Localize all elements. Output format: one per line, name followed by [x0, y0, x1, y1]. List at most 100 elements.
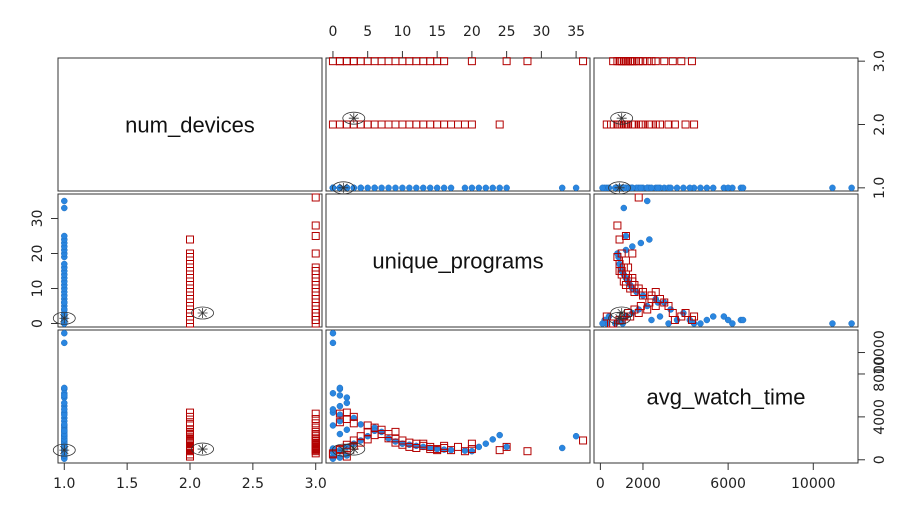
- y-tick-label: 20: [30, 245, 46, 263]
- y-tick-label: 3.0: [872, 50, 888, 72]
- data-point: [703, 184, 711, 192]
- data-point: [724, 184, 732, 192]
- data-point: [646, 236, 653, 243]
- data-point: [329, 339, 337, 347]
- data-point: [502, 442, 511, 451]
- data-point: [651, 57, 660, 66]
- data-point: [502, 57, 511, 66]
- panel-avg_watch_time-vs-unique_programs: [325, 329, 591, 464]
- data-point: [363, 427, 372, 436]
- data-point: [329, 422, 337, 429]
- group-center-marker: [614, 313, 625, 324]
- data-point: [687, 316, 696, 324]
- data-point: [311, 319, 320, 328]
- data-point: [349, 57, 358, 66]
- data-point: [391, 57, 400, 66]
- data-point: [186, 235, 194, 244]
- data-point: [638, 291, 647, 300]
- variable-label-unique_programs: unique_programs: [372, 249, 543, 274]
- data-point: [648, 184, 655, 192]
- data-point: [558, 444, 566, 452]
- data-point: [357, 184, 364, 192]
- data-point: [665, 320, 672, 327]
- data-point: [523, 447, 532, 456]
- data-point: [609, 319, 618, 328]
- panel-frame: [325, 193, 591, 328]
- data-point: [602, 312, 611, 321]
- data-point: [687, 57, 696, 66]
- x-tick-label: 35: [567, 24, 585, 40]
- x-tick-label: 2.0: [179, 476, 201, 492]
- data-point: [61, 197, 68, 205]
- data-point: [447, 184, 455, 192]
- panel-num_devices-vs-avg_watch_time: [593, 57, 859, 195]
- data-point: [628, 274, 637, 282]
- group-center-marker: [59, 445, 70, 456]
- data-point: [729, 320, 736, 327]
- data-point: [647, 295, 656, 303]
- data-point: [739, 316, 747, 324]
- x-tick-label: 30: [532, 24, 550, 40]
- group-center-marker: [348, 444, 359, 455]
- data-point: [385, 184, 392, 192]
- data-point: [186, 446, 194, 455]
- panel-frame: [325, 329, 591, 464]
- data-point: [620, 204, 628, 212]
- data-point: [656, 120, 664, 129]
- data-point: [440, 441, 449, 450]
- data-point: [311, 415, 320, 424]
- group-ellipse: [191, 306, 214, 320]
- x-tick-label: 1.0: [53, 476, 75, 492]
- data-point: [703, 316, 711, 324]
- data-point: [629, 184, 636, 192]
- x-tick-label: 6000: [710, 476, 746, 492]
- data-point: [311, 193, 320, 202]
- data-point: [628, 57, 637, 66]
- data-point: [311, 409, 320, 418]
- y-tick-label: 2.0: [872, 113, 888, 135]
- group-center-marker: [59, 313, 70, 324]
- data-point: [454, 120, 462, 129]
- data-point: [328, 120, 337, 129]
- data-point: [186, 302, 194, 310]
- data-point: [61, 384, 68, 392]
- panel-num_devices-vs-num_devices: num_devices: [57, 57, 323, 192]
- data-point: [419, 120, 428, 129]
- data-point: [440, 120, 449, 129]
- data-point: [311, 263, 320, 272]
- data-point: [61, 204, 68, 212]
- data-point: [624, 263, 633, 272]
- data-point: [426, 57, 435, 66]
- data-point: [599, 184, 606, 192]
- variable-label-num_devices: num_devices: [125, 113, 255, 138]
- data-point: [356, 120, 365, 129]
- group-center-marker: [348, 113, 359, 124]
- group-ellipse: [610, 306, 634, 320]
- panel-avg_watch_time-vs-num_devices: [52, 329, 323, 464]
- data-point: [186, 249, 194, 258]
- data-point: [440, 184, 448, 192]
- group-center-marker: [338, 182, 349, 193]
- data-point: [186, 288, 194, 296]
- data-point: [186, 412, 194, 421]
- data-point: [342, 57, 351, 66]
- data-point: [475, 443, 483, 451]
- data-point: [656, 313, 664, 320]
- data-point: [61, 411, 68, 418]
- data-point: [829, 184, 836, 192]
- group-ellipse: [342, 111, 366, 125]
- data-point: [709, 313, 717, 320]
- data-point: [328, 449, 337, 458]
- data-point: [413, 184, 420, 192]
- data-point: [342, 415, 351, 424]
- data-point: [357, 437, 364, 444]
- data-point: [336, 392, 344, 399]
- y-tick-label: 10000: [872, 330, 888, 375]
- data-point: [634, 309, 643, 317]
- data-point: [670, 120, 679, 129]
- data-point: [335, 120, 344, 129]
- x-tick-label: 10000: [791, 476, 836, 492]
- data-point: [371, 184, 378, 192]
- data-point: [523, 57, 532, 66]
